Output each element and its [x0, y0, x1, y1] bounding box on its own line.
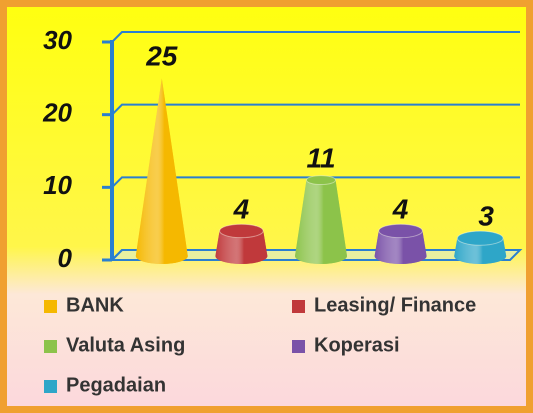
legend-label: BANK	[66, 294, 124, 316]
cone-shade	[135, 78, 188, 264]
legend-label: Leasing/ Finance	[314, 294, 476, 316]
data-label: 11	[306, 142, 335, 173]
data-label: 25	[145, 41, 178, 72]
data-label: 4	[392, 193, 409, 224]
cone-shade	[374, 230, 427, 264]
grid-line	[111, 31, 520, 43]
y-tick-label: 0	[58, 243, 73, 273]
y-tick-label: 30	[43, 25, 72, 55]
data-label: 4	[233, 193, 250, 224]
data-label: 3	[478, 201, 494, 232]
cone-shade	[215, 230, 268, 264]
y-tick-label: 20	[42, 98, 72, 128]
legend-label: Pegadaian	[66, 374, 166, 396]
cone-shade	[295, 180, 347, 264]
grid-line	[111, 176, 520, 189]
legend-swatch	[44, 300, 57, 313]
cone-top	[456, 230, 504, 246]
y-tick-label: 10	[43, 170, 72, 200]
cone-shade	[454, 238, 507, 264]
legend-swatch	[292, 340, 305, 353]
legend-swatch	[292, 300, 305, 313]
legend-label: Koperasi	[314, 334, 400, 356]
cone-top	[378, 223, 423, 239]
legend-swatch	[44, 380, 57, 393]
legend-label: Valuta Asing	[66, 334, 185, 356]
legend-swatch	[44, 340, 57, 353]
grid-line	[111, 103, 520, 116]
cone-top	[305, 175, 337, 186]
cone-top	[219, 223, 264, 239]
background	[7, 7, 526, 406]
